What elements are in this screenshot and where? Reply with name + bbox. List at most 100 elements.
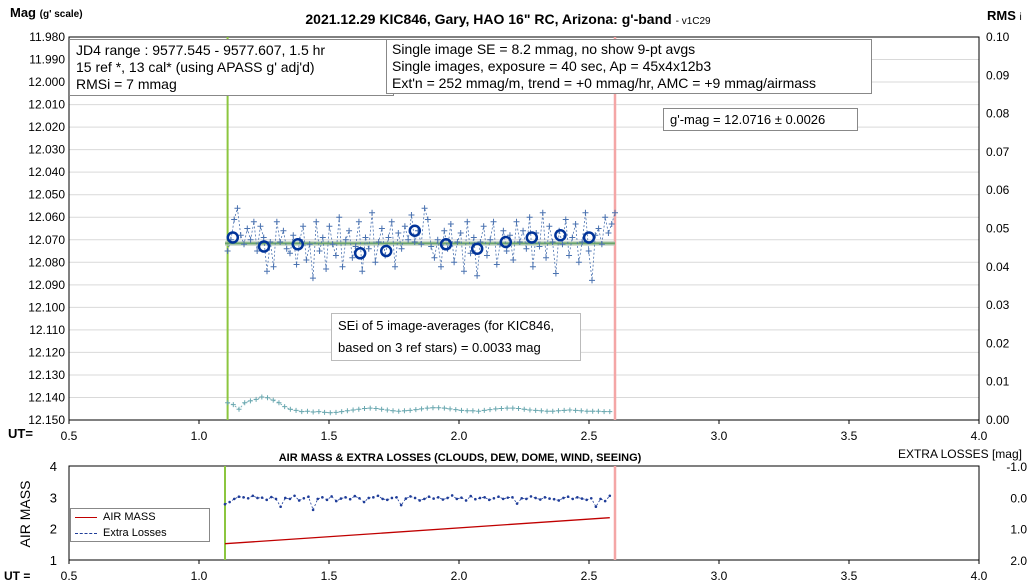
extra-losses-point (418, 499, 422, 502)
rms-point (607, 409, 613, 415)
rms-point (350, 407, 356, 413)
extra-losses-point (603, 499, 607, 503)
top-y-tick-label: 12.130 (28, 368, 65, 382)
extra-losses-point (460, 496, 463, 499)
rms-point (310, 409, 316, 415)
mag-point (293, 261, 300, 268)
extra-losses-point (358, 496, 361, 500)
extra-losses-point (589, 496, 593, 500)
top-y-tick-label: 11.990 (29, 53, 65, 67)
rms-point (470, 408, 476, 414)
mag-point (342, 236, 349, 243)
top-x-tick-label: 2.0 (451, 429, 468, 443)
mag-point (487, 236, 494, 243)
mag-point (460, 268, 467, 275)
top-plot-frame (68, 36, 980, 421)
mag-point (569, 234, 576, 241)
legend-extra-losses-swatch (75, 532, 97, 534)
mag-point (575, 259, 582, 266)
extra-losses-point (432, 497, 435, 500)
rms-point (259, 394, 265, 400)
extra-losses-point (274, 497, 278, 501)
extra-losses-point (242, 496, 245, 499)
mag-point (457, 230, 464, 237)
avg-marker (226, 231, 240, 244)
top-y-tick-label: 12.070 (28, 233, 65, 247)
extra-losses-point (520, 496, 524, 500)
rms-point (413, 407, 419, 413)
mag-point (523, 245, 530, 252)
mag-point (546, 223, 553, 230)
bottom-x-tick-label: 3.5 (841, 569, 858, 583)
extra-losses-point (293, 494, 296, 498)
top-x-tick-label: 4.0 (971, 429, 988, 443)
extra-losses-point (302, 496, 306, 500)
rms-point (487, 407, 493, 413)
rms-point (533, 407, 539, 413)
extra-losses-point (566, 495, 570, 499)
rms-point (481, 407, 487, 413)
bottom-plot-frame (68, 465, 980, 561)
extra-losses-point (376, 494, 380, 498)
extra-losses-point (228, 500, 231, 504)
mag-point (585, 248, 592, 255)
mag-point (595, 225, 602, 232)
rms-point (287, 406, 293, 412)
sei-line-1: SEi of 5 image-averages (for KIC846, (338, 318, 555, 333)
rms-point (344, 408, 350, 414)
mag-point (480, 223, 487, 230)
mag-point (280, 227, 287, 234)
avg-marker (291, 238, 305, 251)
mag-point (467, 250, 474, 257)
extra-losses-point (270, 495, 273, 499)
extra-losses-point (372, 496, 375, 499)
top-y2-tick-label: 0.06 (986, 183, 1010, 197)
mag-point (263, 268, 270, 275)
top-y2-tick-label: 0.07 (986, 145, 1010, 159)
extra-losses-point (515, 502, 519, 505)
bottom-x-tick-label: 3.0 (711, 569, 728, 583)
extra-losses-point (552, 497, 556, 501)
extra-losses-point (367, 496, 371, 500)
info-line-jd4: JD4 range : 9577.545 - 9577.607, 1.5 hr (76, 42, 326, 58)
extra-losses-point (413, 496, 417, 500)
mag-point (241, 241, 248, 248)
extra-losses-point (251, 494, 255, 498)
mag-point (300, 223, 307, 230)
top-y2-tick-label: 0.00 (986, 413, 1010, 427)
mag-point (608, 220, 615, 227)
mag-point (326, 223, 333, 230)
rms-point (550, 408, 556, 414)
mag-point (526, 214, 533, 221)
extra-losses-point (339, 497, 343, 500)
mag-point (536, 243, 543, 250)
extra-losses-point (557, 499, 561, 502)
mag-point (273, 218, 280, 225)
mag-point (598, 241, 605, 248)
extra-losses-point (399, 503, 403, 507)
rms-point (516, 406, 522, 412)
mag-point (290, 232, 297, 239)
info-line-single-se: Single image SE = 8.2 mmag, no show 9-pt… (392, 41, 696, 57)
top-y-tick-label: 12.000 (28, 75, 65, 89)
bottom-y2-tick-label: 0.0 (1010, 491, 1027, 505)
mag-point (579, 239, 586, 246)
top-ylabel-right: RMS i (987, 8, 1022, 23)
rms-point (327, 410, 333, 416)
rms-point (447, 406, 453, 412)
extra-losses-point (497, 495, 500, 499)
mag-point (428, 243, 435, 250)
rms-point (476, 408, 482, 414)
rms-point (225, 400, 231, 406)
mag-point (319, 234, 326, 241)
mag-point (234, 205, 241, 212)
rms-point (396, 408, 402, 414)
rms-point (379, 406, 385, 412)
extra-losses-point (316, 497, 320, 501)
mag-point (520, 227, 527, 234)
top-y-tick-label: 12.060 (28, 210, 65, 224)
extra-losses-point (594, 505, 598, 509)
bottom-x-tick-label: 2.0 (451, 569, 468, 583)
extra-losses-point (474, 497, 477, 501)
extra-losses-point (511, 496, 514, 499)
